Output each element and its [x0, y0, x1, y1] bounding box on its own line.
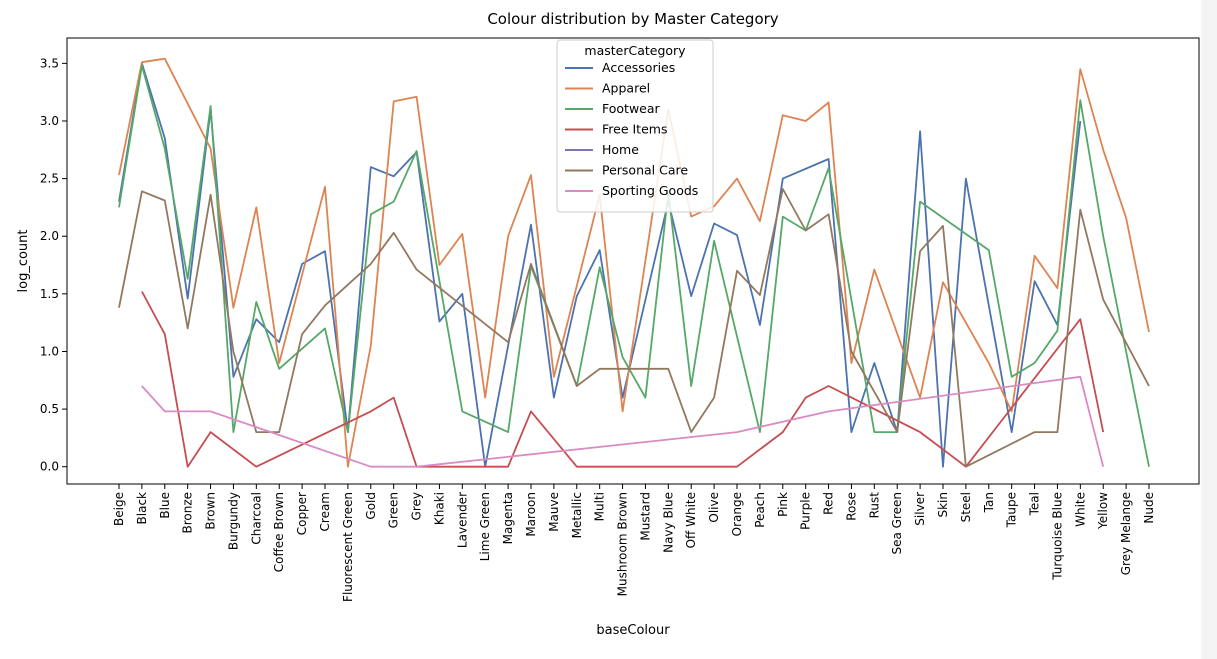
x-tick-label: Beige — [112, 492, 126, 526]
legend: masterCategory Accessories Apparel Footwear… — [556, 39, 714, 213]
x-tick-label: Navy Blue — [661, 492, 675, 553]
plot-frame — [66, 37, 1200, 485]
legend-entry: Sporting Goods — [602, 183, 698, 198]
series-line-personal-care — [118, 188, 1150, 468]
x-tick-label: Off White — [684, 492, 698, 548]
x-tick-label: Pink — [776, 492, 790, 517]
y-tick-label: 3.0 — [40, 114, 59, 128]
x-tick-label: Fluorescent Green — [341, 492, 355, 602]
series-line-footwear — [118, 64, 1150, 467]
y-tick-label: 0.5 — [40, 402, 59, 416]
x-tick-label: Mushroom Brown — [616, 492, 630, 596]
x-tick-label: Yellow — [1096, 492, 1110, 530]
x-tick-label: Gold — [364, 492, 378, 520]
y-tick-label: 3.5 — [40, 56, 59, 70]
plot-area — [118, 57, 1150, 468]
x-tick-label: Green — [387, 492, 401, 528]
x-tick-label: Nude — [1142, 492, 1156, 524]
x-tick-label: Rust — [867, 492, 881, 519]
chart-title: Colour distribution by Master Category — [487, 10, 778, 28]
x-tick-label: Sea Green — [890, 492, 904, 555]
x-tick-label: Lime Green — [478, 492, 492, 561]
x-tick-label: Maroon — [524, 492, 538, 537]
x-tick-label: Silver — [913, 492, 927, 526]
x-tick-label: White — [1073, 492, 1087, 527]
legend-entry: Accessories — [602, 60, 675, 75]
x-tick-label: Turquoise Blue — [1050, 492, 1064, 581]
legend-entry: Apparel — [602, 81, 650, 96]
x-tick-label: Bronze — [181, 492, 195, 534]
x-tick-label: Charcoal — [249, 492, 263, 545]
x-tick-label: Purple — [799, 492, 813, 530]
x-tick-label: Steel — [959, 492, 973, 522]
x-tick-label: Teal — [1028, 492, 1042, 516]
y-tick-label: 1.0 — [40, 344, 59, 358]
legend-entry: Free Items — [602, 122, 667, 137]
legend-title: masterCategory — [584, 43, 686, 58]
x-tick-label: Metallic — [570, 492, 584, 538]
legend-entry: Home — [602, 142, 639, 157]
y-tick-label: 2.5 — [40, 172, 59, 186]
x-tick-label: Orange — [730, 492, 744, 536]
x-tick-label: Black — [135, 492, 149, 525]
x-tick-label: Mustard — [638, 492, 652, 541]
x-tick-label: Copper — [295, 492, 309, 535]
x-tick-label: Skin — [936, 492, 950, 518]
x-tick-label: Magenta — [501, 492, 515, 544]
x-axis: Beige Black Blue Bronze Brown Burgundy Charcoa… — [112, 484, 1156, 602]
x-tick-label: Rose — [844, 492, 858, 521]
y-axis-label: log_count — [16, 230, 31, 293]
x-tick-label: Grey Melange — [1119, 492, 1133, 575]
window-scroll-edge — [1201, 0, 1217, 659]
x-tick-label: Lavender — [455, 492, 469, 548]
y-axis: 0.0 0.5 1.0 1.5 2.0 2.5 3.0 3.5 — [40, 56, 67, 474]
x-tick-label: Mauve — [547, 492, 561, 532]
x-tick-label: Olive — [707, 492, 721, 523]
x-tick-label: Peach — [753, 492, 767, 528]
x-tick-label: Khaki — [432, 492, 446, 525]
y-tick-label: 0.0 — [40, 460, 59, 474]
legend-entry: Footwear — [602, 101, 661, 116]
series-line-sporting-goods — [141, 375, 1105, 468]
x-tick-label: Cream — [318, 492, 332, 531]
x-tick-label: Red — [822, 492, 836, 515]
x-tick-label: Burgundy — [226, 492, 240, 550]
x-tick-label: Brown — [204, 492, 218, 530]
legend-entry: Personal Care — [602, 163, 688, 178]
x-tick-label: Blue — [158, 492, 172, 519]
x-tick-label: Taupe — [1005, 492, 1019, 528]
x-axis-label: baseColour — [596, 623, 670, 638]
x-tick-label: Multi — [593, 492, 607, 521]
series-line-free-items — [141, 291, 1105, 468]
x-tick-label: Coffee Brown — [272, 492, 286, 572]
x-tick-label: Grey — [410, 492, 424, 520]
legend-box — [556, 39, 714, 213]
y-tick-label: 1.5 — [40, 287, 59, 301]
x-tick-label: Tan — [982, 492, 996, 513]
y-tick-label: 2.0 — [40, 229, 59, 243]
